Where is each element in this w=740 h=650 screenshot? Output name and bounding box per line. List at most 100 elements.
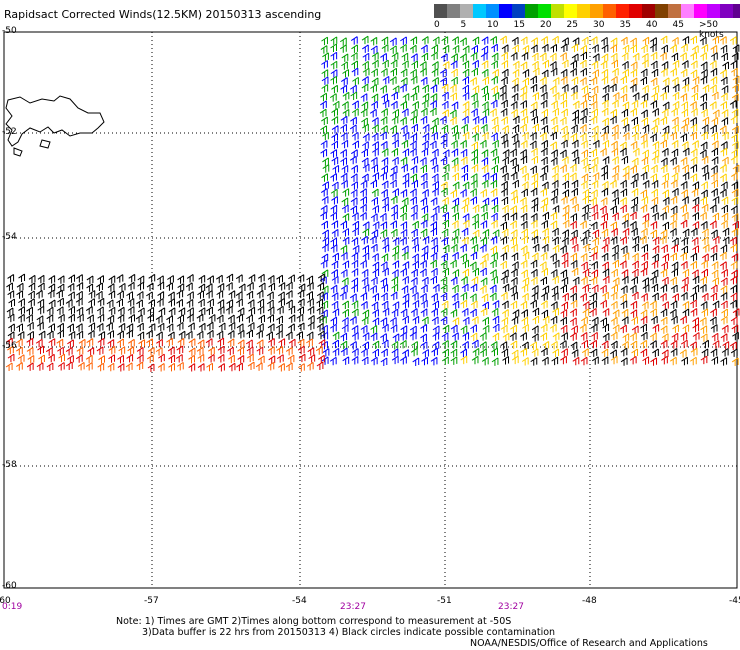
wind-barb (721, 85, 729, 94)
wind-barb (480, 188, 487, 198)
wind-barb (461, 115, 469, 125)
wind-barb (409, 325, 417, 334)
wind-barb (17, 313, 25, 323)
wind-barb (501, 300, 509, 309)
wind-barb (732, 75, 740, 85)
wind-barb (351, 67, 359, 77)
wind-barb (362, 141, 369, 150)
wind-barb (591, 180, 599, 189)
wind-barb (402, 131, 410, 141)
wind-barb (561, 156, 569, 165)
colorbar-swatch (655, 4, 668, 18)
wind-barb (362, 228, 370, 237)
wind-barb (590, 252, 598, 261)
wind-barb (481, 211, 488, 221)
latitude-label: -56 (2, 341, 17, 351)
wind-barb (502, 283, 510, 293)
wind-barb (590, 197, 597, 206)
wind-barb (501, 228, 509, 237)
wind-barb (351, 212, 359, 221)
wind-barb (37, 305, 45, 315)
wind-barb (16, 346, 23, 356)
wind-barb (321, 60, 328, 69)
wind-barb (731, 213, 739, 222)
wind-barb (460, 355, 468, 365)
wind-barb (449, 109, 457, 118)
wind-barb (492, 69, 499, 78)
wind-barb (390, 324, 398, 333)
wind-barb (631, 252, 639, 262)
wind-barb (701, 203, 709, 213)
wind-barb (650, 357, 658, 366)
wind-barb (332, 164, 340, 174)
colorbar-swatch (629, 4, 642, 18)
wind-barb (471, 148, 478, 158)
wind-barb (720, 76, 728, 86)
wind-barb (550, 301, 558, 310)
wind-barb (630, 340, 638, 349)
wind-barb (362, 284, 370, 293)
wind-barb (360, 188, 367, 197)
wind-barb (631, 116, 638, 126)
wind-barb (206, 362, 213, 372)
wind-barb (410, 53, 418, 62)
wind-barb (531, 203, 538, 213)
wind-barb (197, 298, 205, 308)
wind-barb (307, 321, 315, 331)
wind-barb (601, 76, 609, 85)
wind-barb (148, 273, 156, 283)
wind-barb (640, 227, 648, 237)
wind-barb (582, 204, 589, 213)
wind-barb (47, 353, 55, 363)
wind-barb (662, 189, 669, 198)
wind-barb (540, 156, 548, 166)
wind-barb (600, 197, 608, 206)
wind-barb (502, 356, 510, 365)
wind-barb (649, 300, 657, 309)
wind-barb (719, 164, 727, 173)
wind-barb (331, 125, 339, 134)
wind-barb (582, 308, 590, 317)
wind-barb (731, 133, 739, 142)
wind-barb (409, 140, 417, 149)
wind-barb (297, 298, 305, 307)
wind-barb (580, 180, 588, 190)
wind-barb (372, 317, 380, 326)
wind-barb (316, 314, 324, 323)
wind-barb (440, 181, 448, 190)
wind-barb (682, 76, 690, 86)
wind-barb (702, 244, 710, 253)
longitude-label: -48 (582, 596, 597, 606)
wind-barb (116, 298, 123, 307)
wind-barb (619, 147, 627, 157)
wind-barb (501, 204, 509, 214)
wind-barb (602, 156, 610, 165)
wind-barb (481, 36, 489, 45)
wind-barb (731, 148, 738, 158)
wind-barb (391, 156, 399, 166)
wind-barb (7, 290, 15, 299)
wind-barb (552, 348, 560, 358)
wind-barb (226, 299, 234, 308)
wind-barb (127, 298, 135, 307)
wind-barb (682, 36, 690, 45)
wind-barb (662, 77, 670, 86)
wind-barb (520, 204, 528, 214)
wind-barb (441, 196, 449, 206)
wind-barb (721, 131, 729, 141)
wind-barb (361, 35, 369, 45)
wind-barb (671, 332, 679, 342)
wind-barb (571, 267, 579, 277)
wind-barb (340, 132, 348, 141)
wind-barb (531, 235, 539, 245)
longitude-label: -57 (144, 596, 159, 606)
wind-barb (371, 132, 379, 142)
wind-barb (711, 356, 719, 365)
wind-barb (421, 52, 429, 62)
wind-barb (177, 283, 185, 292)
wind-barb (620, 245, 628, 254)
wind-barb (206, 329, 214, 339)
wind-barb (492, 300, 500, 309)
wind-barb (420, 107, 428, 117)
wind-barb (549, 61, 557, 70)
